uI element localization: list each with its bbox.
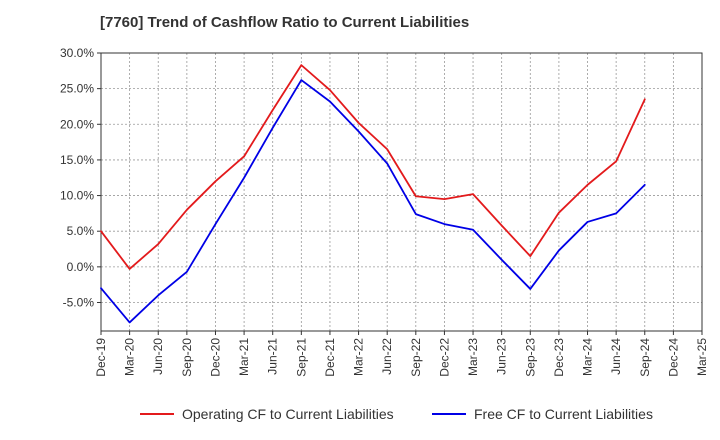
x-tick-label: Dec-20 <box>208 338 222 377</box>
y-tick-label: 15.0% <box>60 153 94 167</box>
y-tick-label: 0.0% <box>67 260 95 274</box>
x-tick-label: Mar-25 <box>695 338 709 376</box>
y-tick-label: 25.0% <box>60 82 94 96</box>
x-tick-label: Sep-22 <box>409 338 423 377</box>
series-line-1 <box>100 64 646 270</box>
x-tick-label: Mar-21 <box>237 338 251 376</box>
x-tick-label: Mar-23 <box>466 338 480 376</box>
legend-label-2: Free CF to Current Liabilities <box>474 406 653 422</box>
y-tick-label: -5.0% <box>63 295 95 309</box>
x-tick-label: Mar-22 <box>352 338 366 376</box>
plot-border <box>100 52 703 332</box>
x-tick-label: Mar-20 <box>123 338 137 376</box>
y-tick-label: 30.0% <box>60 46 94 60</box>
x-tick-label: Mar-24 <box>581 338 595 376</box>
x-tick-label: Dec-19 <box>94 338 108 377</box>
chart-title: [7760] Trend of Cashflow Ratio to Curren… <box>100 14 470 31</box>
x-tick-label: Sep-24 <box>638 338 652 377</box>
x-tick-label: Jun-23 <box>495 338 509 375</box>
x-tick-label: Dec-22 <box>437 338 451 377</box>
y-tick-label: 5.0% <box>67 224 95 238</box>
x-tick-label: Jun-24 <box>609 338 623 375</box>
plot-area <box>101 53 702 331</box>
x-tick-label: Sep-21 <box>294 338 308 377</box>
x-tick-label: Jun-22 <box>380 338 394 375</box>
y-tick-label: 10.0% <box>60 189 94 203</box>
series-line-2 <box>100 79 646 324</box>
x-tick-label: Dec-21 <box>323 338 337 377</box>
x-tick-label: Sep-20 <box>180 338 194 377</box>
y-tick-label: 20.0% <box>60 117 94 131</box>
x-tick-label: Sep-23 <box>523 338 537 377</box>
x-tick-label: Dec-23 <box>552 338 566 377</box>
x-tick-label: Jun-20 <box>151 338 165 375</box>
legend-label-1: Operating CF to Current Liabilities <box>182 406 394 422</box>
x-tick-label: Dec-24 <box>666 338 680 377</box>
x-tick-label: Jun-21 <box>266 338 280 375</box>
